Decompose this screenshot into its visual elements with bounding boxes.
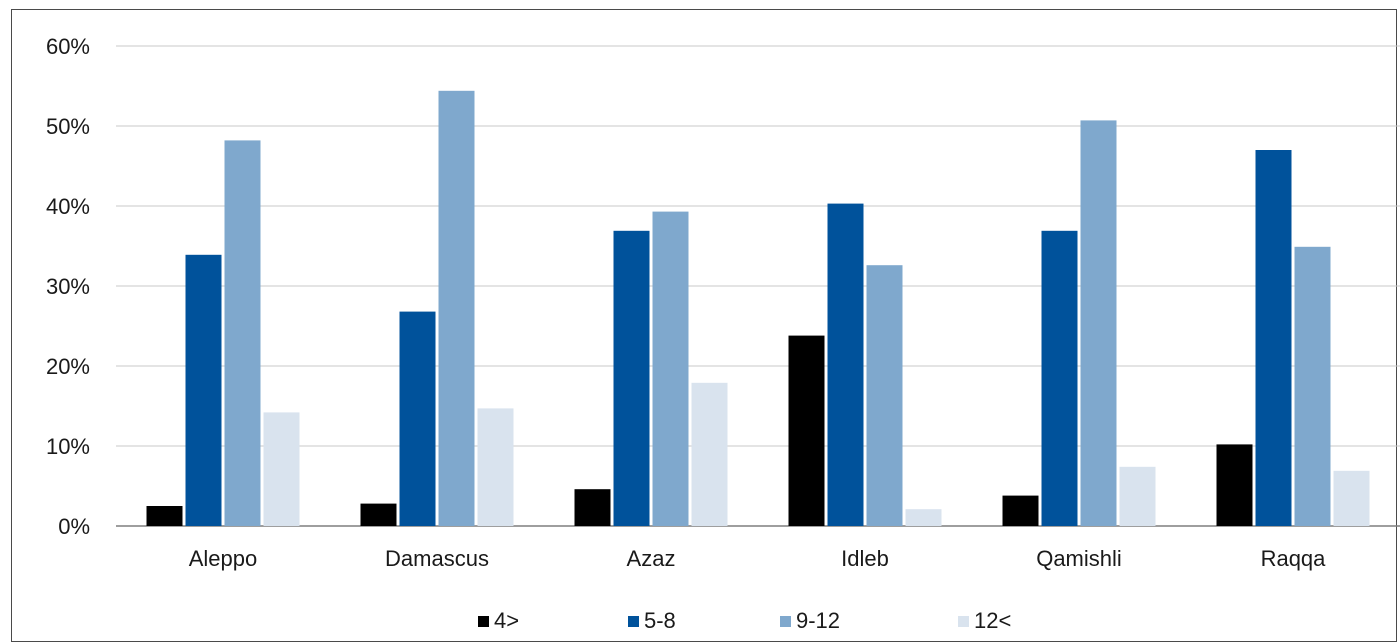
- legend-swatch: [780, 616, 791, 627]
- bar-azaz-series-1: [574, 489, 611, 526]
- bar-damascus-series-4: [477, 408, 514, 526]
- legend-label: 5-8: [644, 608, 676, 633]
- bar-raqqa-series-1: [1216, 444, 1253, 526]
- bar-damascus-series-2: [399, 311, 436, 526]
- bar-aleppo-series-2: [185, 254, 222, 527]
- bar-qamishli-series-3: [1080, 120, 1117, 527]
- bar-raqqa-series-4: [1333, 470, 1370, 526]
- bar-aleppo-series-1: [146, 506, 183, 526]
- bar-qamishli-series-2: [1041, 230, 1078, 527]
- legend: 4> 5-8 9-12 12<: [478, 608, 1011, 633]
- legend-label: 4>: [494, 608, 519, 633]
- y-tick-label: 10%: [46, 434, 90, 459]
- bar-damascus-series-1: [360, 503, 397, 526]
- x-tick-label: Aleppo: [189, 546, 258, 571]
- bar-qamishli-series-4: [1119, 466, 1156, 526]
- legend-swatch: [628, 616, 639, 627]
- gridlines: [116, 45, 1400, 527]
- y-tick-label: 20%: [46, 354, 90, 379]
- y-tick-label: 40%: [46, 194, 90, 219]
- legend-label: 9-12: [796, 608, 840, 633]
- x-tick-label: Azaz: [627, 546, 676, 571]
- bar-aleppo-series-4: [263, 412, 300, 526]
- bar-azaz-series-2: [613, 230, 650, 527]
- bar-damascus-series-3: [438, 90, 475, 527]
- x-tick-label: Damascus: [385, 546, 489, 571]
- x-tick-label: Idleb: [841, 546, 889, 571]
- x-tick-label: Qamishli: [1036, 546, 1122, 571]
- y-tick-label: 30%: [46, 274, 90, 299]
- bar-idleb-series-3: [866, 265, 903, 526]
- x-tick-label: Raqqa: [1261, 546, 1327, 571]
- y-tick-label: 0%: [58, 514, 90, 539]
- bars: [146, 90, 1370, 527]
- legend-swatch: [958, 616, 969, 627]
- bar-azaz-series-3: [652, 211, 689, 526]
- bar-raqqa-series-3: [1294, 246, 1331, 527]
- legend-swatch: [478, 616, 489, 627]
- y-tick-label: 60%: [46, 34, 90, 59]
- bar-qamishli-series-1: [1002, 495, 1039, 526]
- bar-idleb-series-4: [905, 509, 942, 526]
- bar-azaz-series-4: [691, 382, 728, 526]
- y-tick-label: 50%: [46, 114, 90, 139]
- bar-raqqa-series-2: [1255, 150, 1292, 526]
- bar-aleppo-series-3: [224, 140, 261, 526]
- y-axis-ticks: 0% 10% 20% 30% 40% 50% 60%: [46, 34, 90, 539]
- legend-label: 12<: [974, 608, 1011, 633]
- bar-idleb-series-2: [827, 203, 864, 526]
- x-axis-ticks: Aleppo Damascus Azaz Idleb Qamishli Raqqa: [189, 546, 1326, 571]
- bar-idleb-series-1: [788, 335, 825, 526]
